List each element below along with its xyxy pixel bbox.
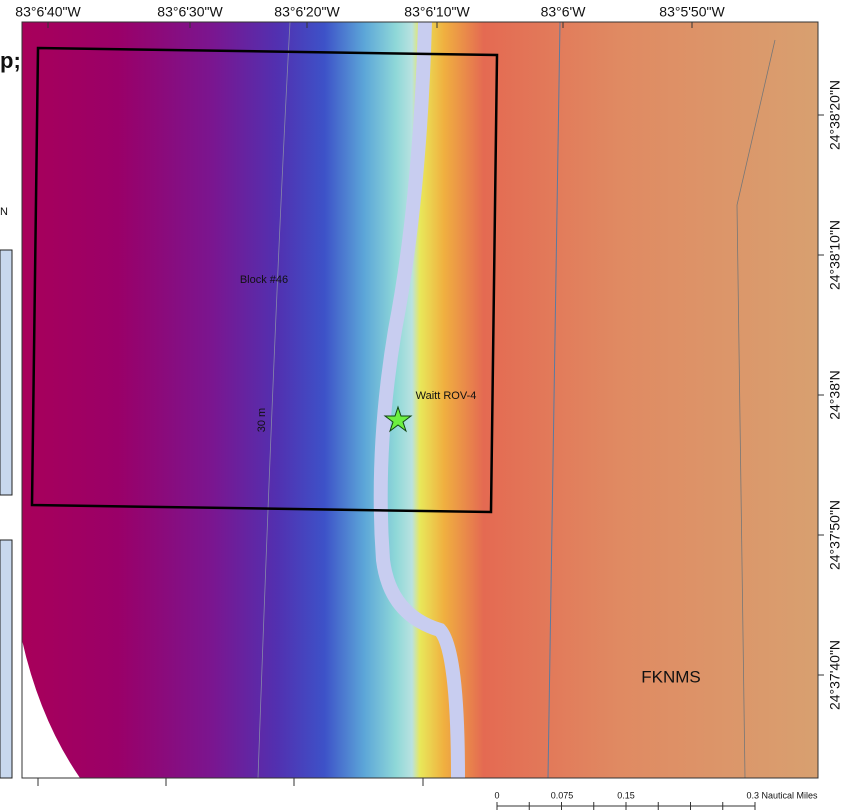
site-label: Waitt ROV-4 xyxy=(416,390,477,402)
scale-label: 0.075 xyxy=(551,790,574,800)
inset-text: p; xyxy=(0,48,21,73)
longitude-label: 83°6'10"W xyxy=(404,4,470,20)
latitude-label: 24°37'50"N xyxy=(827,500,843,570)
inset-panel xyxy=(0,540,12,778)
contour-label: 30 m xyxy=(256,408,268,432)
latitude-label: 24°37'40"N xyxy=(827,640,843,710)
block-label: Block #46 xyxy=(240,274,288,286)
longitude-label: 83°6'40"W xyxy=(15,4,81,20)
scale-label: 0.3 Nautical Miles xyxy=(746,790,818,800)
latitude-label: 24°38'N xyxy=(827,370,843,420)
longitude-label: 83°6'20"W xyxy=(274,4,340,20)
inset-text: N xyxy=(0,206,8,218)
latitude-label: 24°38'10"N xyxy=(827,220,843,290)
scale-label: 0 xyxy=(494,790,499,800)
inset-panel xyxy=(0,250,12,495)
latitude-label: 24°38'20"N xyxy=(827,80,843,150)
area-label: FKNMS xyxy=(641,667,701,686)
map-figure: p; N Block #46 Waitt ROV-4 30 m FKNMS 83… xyxy=(0,0,851,812)
longitude-label: 83°6'W xyxy=(541,4,587,20)
scale-label: 0.15 xyxy=(617,790,635,800)
longitude-label: 83°6'30"W xyxy=(157,4,223,20)
longitude-label: 83°5'50"W xyxy=(659,4,725,20)
